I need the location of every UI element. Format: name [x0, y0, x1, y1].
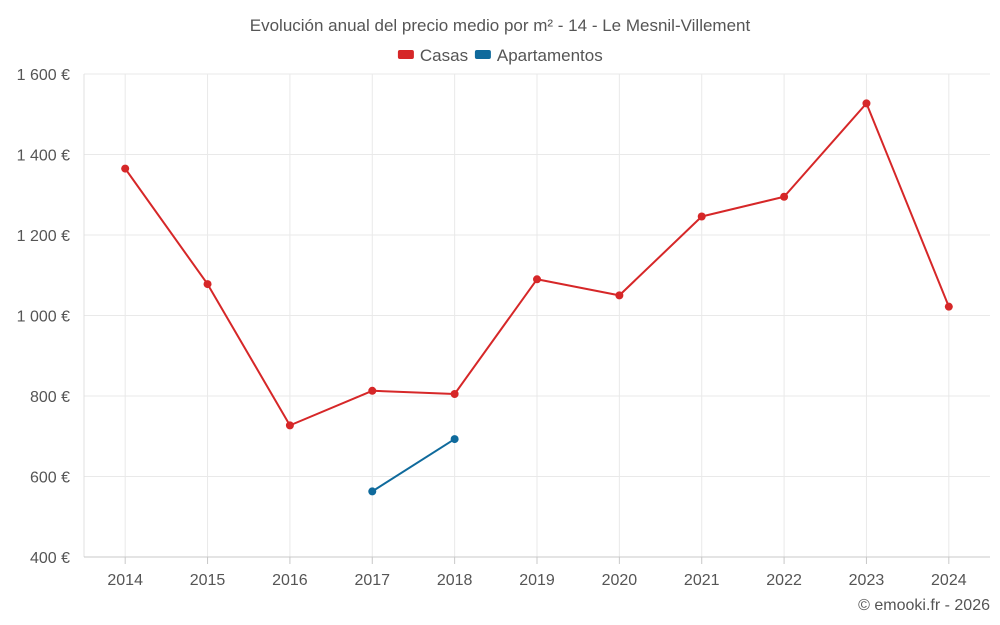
data-point-apartamentos[interactable]	[368, 487, 377, 496]
legend[interactable]: Casas Apartamentos	[397, 46, 603, 65]
data-point-apartamentos[interactable]	[450, 435, 459, 444]
legend-swatch-apartamentos	[474, 50, 491, 59]
data-point-casas[interactable]	[121, 164, 130, 173]
y-tick-label: 1 200 €	[17, 228, 70, 245]
data-point-casas[interactable]	[450, 389, 459, 398]
data-point-casas[interactable]	[368, 386, 377, 395]
x-tick-label: 2021	[684, 572, 720, 589]
x-tick-label: 2023	[849, 572, 885, 589]
axes: 400 € 600 € 800 € 1 000 € 1 200 € 1 400 € 1 60…	[17, 67, 990, 589]
data-point-casas[interactable]	[697, 212, 706, 221]
x-tick-label: 2022	[766, 572, 802, 589]
legend-swatch-casas	[397, 50, 414, 59]
data-point-casas[interactable]	[285, 421, 294, 430]
data-point-casas[interactable]	[944, 302, 953, 311]
legend-label-casas: Casas	[420, 46, 468, 65]
legend-label-apartamentos: Apartamentos	[497, 46, 603, 65]
x-tick-label: 2018	[437, 572, 473, 589]
x-tick-label: 2017	[354, 572, 390, 589]
credit-text: © emooki.fr - 2026	[858, 597, 990, 614]
chart-title: Evolución anual del precio medio por m² …	[250, 16, 751, 35]
grid	[84, 73, 990, 557]
y-tick-label: 600 €	[30, 470, 70, 487]
data-point-casas[interactable]	[780, 192, 789, 201]
x-tick-label: 2015	[190, 572, 226, 589]
x-tick-label: 2024	[931, 572, 967, 589]
x-tick-label: 2019	[519, 572, 555, 589]
y-tick-label: 1 600 €	[17, 67, 70, 84]
data-point-casas[interactable]	[533, 275, 541, 284]
legend-item-apartamentos[interactable]: Apartamentos	[474, 46, 603, 65]
y-tick-label: 400 €	[30, 550, 70, 567]
data-point-casas[interactable]	[615, 291, 624, 300]
x-tick-label: 2020	[602, 572, 638, 589]
x-tick-label: 2014	[107, 572, 143, 589]
y-tick-label: 800 €	[30, 389, 70, 406]
y-tick-label: 1 400 €	[17, 148, 70, 165]
legend-item-casas[interactable]: Casas	[397, 46, 468, 65]
series-lines	[121, 99, 953, 496]
series-line-apartamentos	[371, 438, 456, 493]
data-point-casas[interactable]	[862, 99, 871, 108]
data-point-casas[interactable]	[203, 280, 212, 289]
y-tick-label: 1 000 €	[17, 309, 70, 326]
x-tick-label: 2016	[272, 572, 308, 589]
